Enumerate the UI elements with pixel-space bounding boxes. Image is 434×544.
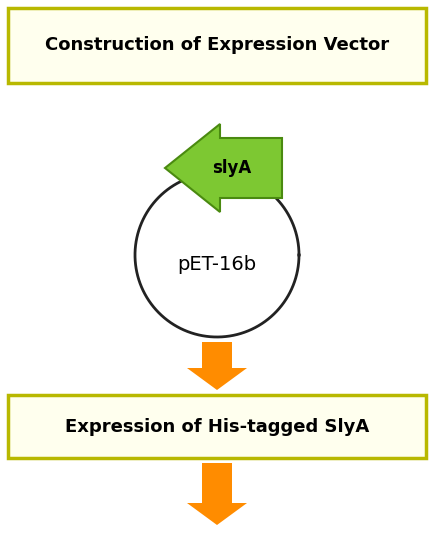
Text: Expression of His-tagged SlyA: Expression of His-tagged SlyA — [65, 417, 369, 436]
Polygon shape — [165, 124, 282, 212]
FancyArrow shape — [187, 463, 247, 525]
Text: Construction of Expression Vector: Construction of Expression Vector — [45, 36, 389, 54]
FancyBboxPatch shape — [8, 8, 426, 83]
FancyArrow shape — [187, 342, 247, 390]
Text: slyA: slyA — [212, 159, 251, 177]
Text: pET-16b: pET-16b — [178, 256, 256, 275]
FancyBboxPatch shape — [8, 395, 426, 458]
